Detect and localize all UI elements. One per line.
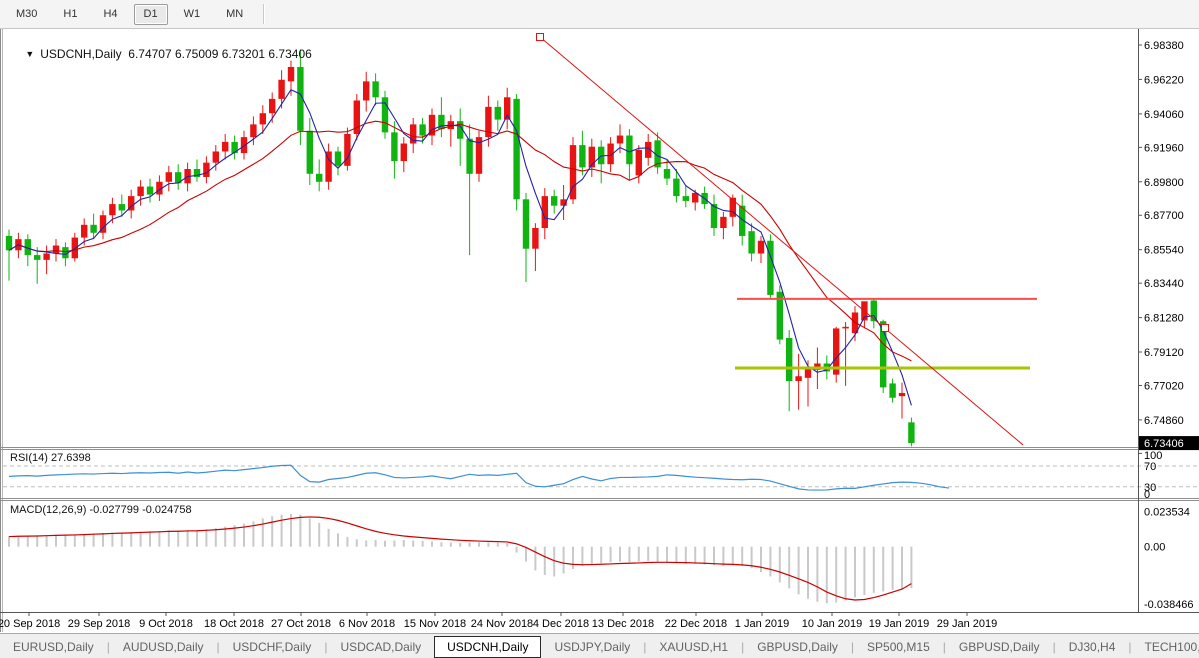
timeframe-button-h1[interactable]: H1 [63, 7, 78, 20]
svg-text:6 Nov 2018: 6 Nov 2018 [339, 618, 395, 630]
svg-text:0: 0 [1144, 489, 1150, 501]
rsi-pane [3, 464, 1199, 491]
svg-text:9 Oct 2018: 9 Oct 2018 [139, 618, 193, 630]
svg-text:1 Jan 2019: 1 Jan 2019 [735, 618, 789, 630]
svg-text:6.96220: 6.96220 [1144, 74, 1184, 86]
main-price-pane [5, 33, 1037, 447]
svg-text:30: 30 [1144, 482, 1156, 494]
svg-text:70: 70 [1144, 461, 1156, 473]
tab-tech100-h1[interactable]: TECH100,H1 [1144, 639, 1199, 654]
svg-text:29 Jan 2019: 29 Jan 2019 [937, 618, 998, 630]
svg-text:18 Oct 2018: 18 Oct 2018 [204, 618, 264, 630]
svg-text:6.91960: 6.91960 [1144, 142, 1184, 154]
svg-text:-0.038466: -0.038466 [1144, 599, 1194, 611]
tab-usdjpy-daily[interactable]: USDJPY,Daily [554, 639, 631, 654]
svg-text:15 Nov 2018: 15 Nov 2018 [404, 618, 466, 630]
rsi-line [8, 464, 950, 491]
svg-text:6.77020: 6.77020 [1144, 380, 1184, 392]
chart-title: ▼ USDCNH,Daily 6.74707 6.75009 6.73201 6.… [12, 33, 312, 75]
tab-separator: | [643, 639, 647, 654]
svg-text:6.87700: 6.87700 [1144, 210, 1184, 222]
trendline-anchor-handle[interactable] [536, 33, 544, 42]
macd-pane [8, 513, 913, 604]
svg-text:29 Sep 2018: 29 Sep 2018 [68, 618, 130, 630]
tab-separator: | [942, 639, 946, 654]
toolbar-separator [263, 4, 266, 24]
current-price-badge [1139, 436, 1199, 451]
tab-separator: | [850, 639, 855, 654]
tab-eurusd-daily[interactable]: EURUSD,Daily [13, 639, 94, 654]
svg-text:27 Oct 2018: 27 Oct 2018 [271, 618, 331, 630]
symbol-tab-bar: EURUSD,Daily | AUDUSD,Daily | USDCHF,Daily | U… [0, 633, 1199, 658]
tab-separator: | [741, 639, 745, 654]
chart-symbol-label: USDCNH,Daily [40, 47, 122, 61]
svg-text:100: 100 [1144, 450, 1162, 462]
price-axis[interactable]: 6.98380 6.96220 6.94060 6.91960 6.89800 6.877… [0, 29, 1199, 613]
tab-separator: | [1052, 639, 1056, 654]
tab-separator: | [1128, 639, 1132, 654]
timeframe-toolbar: M30 H1 H4 D1 W1 MN [0, 0, 1199, 29]
tab-separator: | [106, 639, 110, 654]
tab-xauusd-h1[interactable]: XAUUSD,H1 [659, 639, 729, 654]
timeframe-button-m30[interactable]: M30 [16, 7, 38, 20]
macd-signal-line [8, 516, 912, 601]
timeframe-button-d1[interactable]: D1 [133, 3, 168, 25]
svg-text:6.89800: 6.89800 [1144, 177, 1184, 189]
trendline-anchor-handle[interactable] [881, 323, 889, 332]
tab-usdchf-daily[interactable]: USDCHF,Daily [232, 639, 312, 654]
tab-usdcnh-daily-active[interactable]: USDCNH,Daily [434, 635, 542, 658]
svg-text:6.85540: 6.85540 [1144, 245, 1184, 257]
svg-text:22 Dec 2018: 22 Dec 2018 [665, 618, 727, 630]
ma-slow-line [8, 120, 912, 362]
chart-ohlc-values: 6.74707 6.75009 6.73201 6.73406 [128, 47, 312, 61]
tab-audusd-daily[interactable]: AUDUSD,Daily [122, 639, 204, 654]
tab-separator: | [216, 639, 220, 654]
tab-separator: | [324, 639, 328, 654]
time-axis[interactable]: 20 Sep 2018 29 Sep 2018 9 Oct 2018 18 Oct 2… [0, 612, 997, 630]
svg-text:10 Jan 2019: 10 Jan 2019 [802, 618, 863, 630]
svg-text:24 Nov 2018: 24 Nov 2018 [471, 618, 533, 630]
timeframe-button-w1[interactable]: W1 [183, 7, 201, 20]
tab-sp500-m15[interactable]: SP500,M15 [867, 639, 930, 654]
svg-text:6.73406: 6.73406 [1144, 438, 1184, 450]
svg-text:0.00: 0.00 [1144, 542, 1165, 554]
svg-text:6.98380: 6.98380 [1144, 40, 1184, 52]
rsi-indicator-label: RSI(14) 27.6398 [10, 452, 91, 464]
timeframe-button-mn[interactable]: MN [226, 7, 244, 20]
svg-text:6.74860: 6.74860 [1144, 415, 1184, 427]
svg-text:13 Dec 2018: 13 Dec 2018 [592, 618, 654, 630]
symbol-dropdown-icon[interactable]: ▼ [25, 49, 35, 59]
svg-text:6.83440: 6.83440 [1144, 278, 1184, 290]
svg-text:6.94060: 6.94060 [1144, 109, 1184, 121]
svg-text:6.79120: 6.79120 [1144, 347, 1184, 359]
ma-fast-line [8, 89, 912, 406]
timeframe-button-h4[interactable]: H4 [103, 7, 118, 20]
tab-gbpusd-daily[interactable]: GBPUSD,Daily [757, 639, 838, 654]
svg-text:20 Sep 2018: 20 Sep 2018 [0, 618, 60, 630]
svg-text:6.81280: 6.81280 [1144, 313, 1184, 325]
descending-trendline[interactable] [539, 36, 1024, 446]
svg-text:0.023534: 0.023534 [1144, 507, 1190, 519]
tab-usdcad-daily[interactable]: USDCAD,Daily [340, 639, 422, 654]
candlesticks [5, 49, 915, 447]
svg-text:19 Jan 2019: 19 Jan 2019 [869, 618, 930, 630]
svg-text:4 Dec 2018: 4 Dec 2018 [533, 618, 589, 630]
tab-gbpusd-daily[interactable]: GBPUSD,Daily [958, 639, 1040, 654]
macd-indicator-label: MACD(12,26,9) -0.027799 -0.024758 [10, 504, 192, 516]
tab-dj30-h4[interactable]: DJ30,H4 [1068, 639, 1116, 654]
